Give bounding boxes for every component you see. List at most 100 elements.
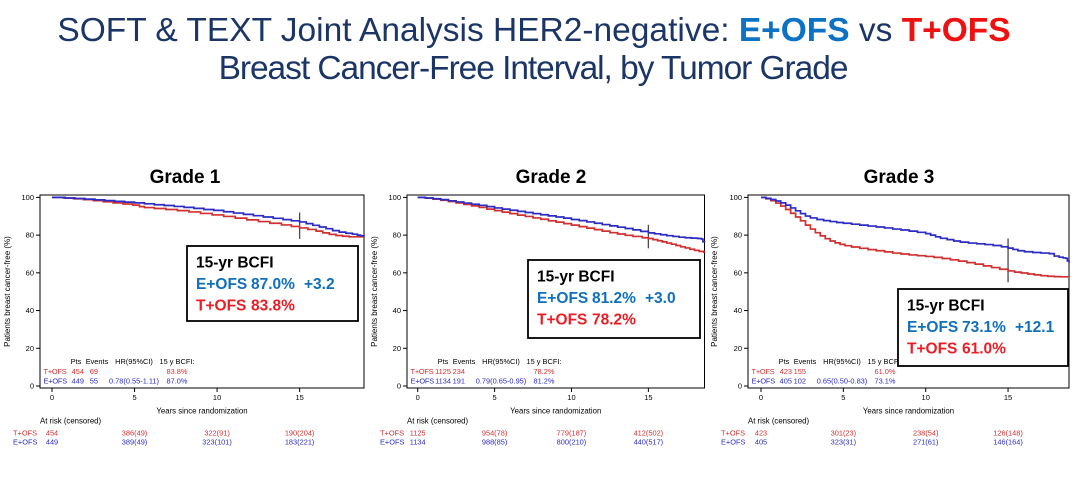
- stats-header: 15 y BCFI:: [527, 357, 562, 366]
- slide-title-line-2: Breast Cancer-Free Interval, by Tumor Gr…: [218, 50, 849, 87]
- inset-arm-delta: +12.1: [1015, 319, 1055, 336]
- inset-arm-label: T+OFS: [196, 298, 246, 315]
- at-risk-value: 301(23): [831, 429, 856, 438]
- at-risk-row-label: E+OFS: [380, 438, 405, 447]
- at-risk-value: 323(31): [831, 438, 856, 447]
- inset-summary-box: 15-yr BCFI E+OFS 81.2% +3.0 T+OFS 78.2%: [527, 259, 701, 339]
- title-trial-text: SOFT & TEXT Joint Analysis HER2-negative…: [57, 12, 739, 49]
- inset-heading: 15-yr BCFI: [196, 255, 274, 272]
- x-tick-label: 5: [493, 393, 497, 402]
- km-curve-eofs: [417, 196, 706, 243]
- at-risk-table: At risk (censored)T+OFS 454 386(49) 322(91)…: [13, 417, 314, 447]
- title-arm-eofs: E+OFS: [738, 12, 850, 49]
- stats-events: 102: [794, 377, 806, 386]
- stats-row-label: T+OFS: [411, 367, 434, 376]
- inset-arm-value: 83.8%: [251, 298, 295, 315]
- stats-header: Pts: [438, 357, 449, 366]
- stats-header: Events: [453, 357, 476, 366]
- at-risk-value: 423: [755, 429, 767, 438]
- stats-table: Pts Events HR(95%CI) 15 y BCFI: T+OFS 423 155 6…: [752, 357, 903, 386]
- at-risk-value: 440(517): [634, 438, 664, 447]
- stats-bcfi: 78.2%: [534, 367, 555, 376]
- y-axis-title: Patients breast cancer-free (%): [3, 236, 12, 347]
- inset-heading: 15-yr BCFI: [907, 298, 985, 315]
- at-risk-value: 183(221): [285, 438, 315, 447]
- at-risk-value: 126(148): [993, 429, 1023, 438]
- inset-arm-delta: +3.2: [304, 276, 335, 293]
- x-axis-title: Years since randomization: [156, 407, 247, 416]
- y-axis-title: Patients breast cancer-free (%): [710, 236, 719, 347]
- stats-bcfi: 83.8%: [167, 367, 188, 376]
- stats-header: 15 y BCFI:: [868, 357, 903, 366]
- km-panel-grade-2: Grade 2 0 20 40 60 80 100 0 5 10 15 Patients breast…: [370, 167, 706, 447]
- stats-events: 234: [453, 367, 465, 376]
- stats-header: Events: [86, 357, 109, 366]
- plot-box: [39, 194, 365, 389]
- y-tick-label: 100: [729, 193, 742, 202]
- x-tick-label: 15: [644, 393, 652, 402]
- stats-hr: 0.78(0.55-1.11): [109, 377, 159, 386]
- stats-header: 15 y BCFI:: [160, 357, 195, 366]
- y-tick-label: 0: [397, 382, 401, 391]
- panel-title: Grade 1: [150, 167, 221, 188]
- stats-header: HR(95%CI): [482, 357, 520, 366]
- inset-arm-label: E+OFS: [537, 290, 588, 307]
- stats-header: HR(95%CI): [823, 357, 861, 366]
- inset-arm-delta: +3.0: [645, 290, 676, 307]
- km-panel-grade-3: Grade 3 0 20 40 60 80 100 0 5 10 15 Patients breast…: [710, 167, 1070, 447]
- plot-box: [406, 194, 705, 389]
- x-tick-label: 10: [922, 393, 930, 402]
- inset-heading: 15-yr BCFI: [537, 269, 615, 286]
- x-tick-label: 15: [1004, 393, 1012, 402]
- at-risk-value: 389(49): [122, 438, 147, 447]
- inset-arm-value: 81.2%: [592, 290, 636, 307]
- at-risk-value: 386(49): [122, 429, 147, 438]
- at-risk-value: 271(61): [913, 438, 938, 447]
- at-risk-value: 322(91): [204, 429, 229, 438]
- at-risk-value: 190(204): [285, 429, 315, 438]
- at-risk-value: 405: [755, 438, 767, 447]
- x-tick-label: 15: [295, 393, 303, 402]
- inset-arm-label: E+OFS: [907, 319, 958, 336]
- x-axis-title: Years since randomization: [510, 407, 601, 416]
- inset-box-frame: [527, 259, 701, 339]
- at-risk-value: 323(101): [202, 438, 232, 447]
- stats-row-label: E+OFS: [752, 377, 776, 386]
- at-risk-row-label: T+OFS: [380, 429, 404, 438]
- title-vs-text: vs: [849, 12, 902, 49]
- stats-bcfi: 73.1%: [875, 377, 896, 386]
- inset-arm-label: E+OFS: [196, 276, 247, 293]
- stats-events: 155: [794, 367, 806, 376]
- x-tick-label: 10: [213, 393, 221, 402]
- at-risk-row-label: E+OFS: [721, 438, 746, 447]
- at-risk-table: At risk (censored)T+OFS 423 301(23) 238(54)…: [721, 417, 1023, 447]
- km-curve-tofs: [52, 196, 365, 238]
- y-tick-label: 40: [734, 306, 742, 315]
- at-risk-value: 1125: [410, 429, 426, 438]
- inset-arm-value: 73.1%: [962, 319, 1006, 336]
- km-curve-tofs: [417, 196, 706, 253]
- stats-pts: 449: [72, 377, 84, 386]
- at-risk-caption: At risk (censored): [407, 417, 468, 426]
- inset-box-frame: [897, 288, 1069, 367]
- stats-pts: 1134: [435, 377, 451, 386]
- y-tick-label: 20: [734, 344, 742, 353]
- x-tick-label: 5: [132, 393, 136, 402]
- x-tick-label: 5: [841, 393, 845, 402]
- km-curve-eofs: [52, 196, 365, 237]
- y-tick-label: 60: [734, 268, 742, 277]
- stats-pts: 454: [72, 367, 84, 376]
- stats-header: Events: [794, 357, 817, 366]
- y-tick-label: 20: [26, 344, 34, 353]
- inset-arm-label: T+OFS: [907, 341, 957, 358]
- slide-title-line-1: SOFT & TEXT Joint Analysis HER2-negative…: [0, 14, 1074, 48]
- panel-title: Grade 2: [516, 167, 587, 188]
- y-tick-label: 100: [21, 193, 34, 202]
- at-risk-caption: At risk (censored): [40, 417, 101, 426]
- stats-row-label: E+OFS: [411, 377, 435, 386]
- x-tick-label: 0: [50, 393, 54, 402]
- stats-header: HR(95%CI): [115, 357, 153, 366]
- stats-bcfi: 87.0%: [167, 377, 188, 386]
- at-risk-value: 800(210): [557, 438, 587, 447]
